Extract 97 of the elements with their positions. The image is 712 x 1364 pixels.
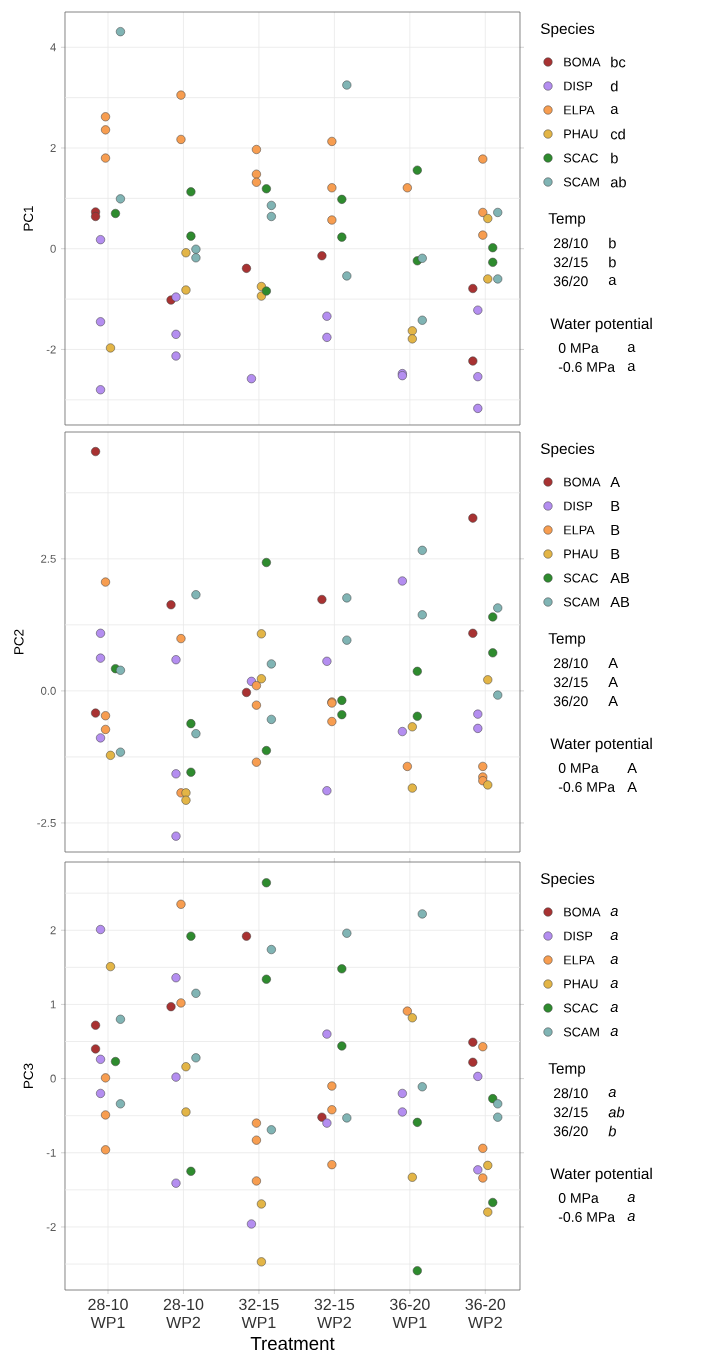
y-tick-label: 2: [50, 144, 56, 152]
x-tick-label: 32-15 WP1: [239, 1298, 279, 1328]
text: b: [608, 1125, 616, 1137]
text: 28/10: [553, 657, 588, 669]
y-tick-label: 0.0: [40, 686, 56, 695]
legend-label: BOMA: [564, 57, 601, 67]
text: a: [610, 1004, 618, 1013]
legend-label: DISP: [564, 931, 593, 941]
text: AB: [610, 596, 630, 608]
y-tick-label: 0: [50, 244, 56, 253]
text: a: [627, 1213, 635, 1222]
text: a: [610, 956, 618, 965]
x-tick-label: 36-20 WP2: [465, 1298, 506, 1328]
text: 0 MPa: [558, 343, 599, 353]
text: a: [608, 1089, 616, 1098]
text: Temp: [548, 1063, 586, 1077]
legend-label: PHAU: [564, 549, 598, 559]
legend-label: SCAM: [563, 597, 599, 607]
legend-label: BOMA: [564, 477, 601, 487]
text: 0 MPa: [558, 763, 599, 773]
text: ab: [608, 1106, 625, 1118]
text: a: [610, 980, 618, 989]
text: Water potential: [550, 1167, 652, 1183]
legend-label: BOMA: [564, 907, 601, 917]
legend-label: SCAC: [563, 153, 598, 163]
text: a: [610, 106, 619, 115]
text: 32/15: [553, 1106, 588, 1118]
text: B: [611, 500, 620, 512]
text: a: [610, 1028, 618, 1037]
text: Water potential: [550, 317, 652, 333]
text: a: [627, 344, 636, 353]
y-tick-label: 2: [50, 926, 56, 935]
text: a: [627, 363, 636, 372]
legend-label: DISP: [564, 81, 593, 91]
text: -0.6 MPa: [558, 782, 616, 792]
text: Water potential: [550, 737, 652, 753]
legend-title: Species: [540, 22, 595, 38]
text: cd: [610, 128, 625, 140]
y-tick-label: 4: [50, 43, 56, 52]
y-tick-label: -1: [46, 1148, 56, 1157]
legend-title: Species: [540, 442, 595, 458]
text: 36/20: [553, 695, 588, 707]
legend-label: PHAU: [564, 129, 598, 139]
y-axis-title: PC1: [23, 206, 34, 231]
text: 36/20: [553, 1125, 588, 1137]
text: d: [610, 80, 618, 92]
legend-label: PHAU: [564, 979, 598, 989]
text: 36/20: [553, 275, 588, 287]
text: 32/15: [553, 676, 588, 688]
text: 32/15: [553, 256, 588, 268]
y-tick-label: 0: [50, 1074, 56, 1083]
text: -0.6 MPa: [558, 362, 616, 372]
y-tick-label: -2: [46, 345, 56, 354]
text: a: [627, 1194, 635, 1203]
text: B: [611, 524, 620, 536]
text: A: [627, 781, 638, 793]
legend-label: SCAC: [563, 1003, 598, 1013]
text: AB: [610, 572, 630, 584]
text: A: [608, 695, 619, 707]
text: a: [610, 908, 618, 917]
legend-label: SCAM: [563, 177, 599, 187]
text: a: [608, 277, 617, 286]
legend-label: SCAC: [563, 573, 598, 583]
text: b: [609, 256, 616, 268]
text: 0 MPa: [558, 1193, 599, 1203]
x-tick-label: 28-10 WP2: [163, 1298, 204, 1328]
x-tick-label: 28-10 WP1: [88, 1298, 128, 1328]
legend-title: Species: [540, 872, 595, 888]
y-axis-title: PC2: [14, 629, 24, 654]
text: A: [627, 762, 638, 774]
x-axis-title: Treatment: [250, 1337, 335, 1351]
text: a: [610, 932, 618, 941]
y-tick-label: -2.5: [37, 818, 56, 827]
text: b: [609, 237, 616, 249]
legend-label: ELPA: [564, 955, 595, 965]
text: B: [611, 548, 620, 560]
text: 28/10: [553, 1087, 588, 1099]
text: -0.6 MPa: [558, 1212, 616, 1222]
legend-label: SCAM: [563, 1027, 599, 1037]
text: bc: [611, 56, 626, 68]
text: 28/10: [553, 237, 588, 249]
text: ab: [610, 176, 626, 188]
y-tick-label: 1: [50, 1000, 56, 1009]
text: b: [611, 152, 618, 164]
text: A: [608, 676, 619, 688]
text: Temp: [548, 213, 586, 227]
text: Temp: [548, 633, 586, 647]
text: A: [608, 657, 619, 669]
legend-label: ELPA: [564, 525, 595, 535]
y-axis-title: PC3: [23, 1063, 34, 1088]
legend-label: ELPA: [564, 105, 595, 115]
x-tick-label: 36-20 WP1: [389, 1298, 430, 1328]
x-tick-label: 32-15 WP2: [314, 1298, 355, 1328]
text: A: [610, 476, 621, 488]
y-tick-label: 2.5: [41, 554, 56, 563]
legend-label: DISP: [564, 501, 593, 511]
y-tick-label: -2: [46, 1223, 56, 1231]
